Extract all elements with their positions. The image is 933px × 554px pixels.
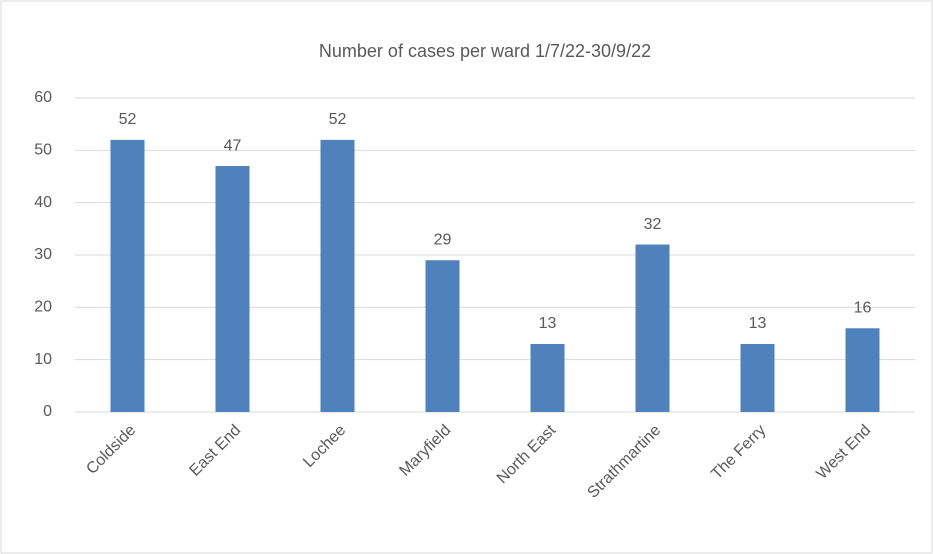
data-label: 47: [224, 137, 242, 154]
chart-title: Number of cases per ward 1/7/22-30/9/22: [319, 41, 651, 61]
bar: [845, 328, 880, 412]
y-tick-label: 30: [34, 246, 52, 263]
data-label: 13: [539, 315, 557, 332]
bar: [320, 139, 355, 412]
data-label: 52: [119, 111, 137, 128]
y-tick-label: 0: [43, 403, 52, 420]
y-tick-label: 40: [34, 194, 52, 211]
data-label: 32: [644, 216, 662, 233]
bar: [110, 139, 145, 412]
bar: [425, 260, 460, 412]
y-tick-label: 10: [34, 351, 52, 368]
data-label: 29: [434, 231, 452, 248]
data-label: 16: [854, 299, 872, 316]
y-tick-label: 60: [34, 89, 52, 106]
data-label: 52: [329, 111, 347, 128]
bar: [635, 244, 670, 412]
y-tick-label: 20: [34, 299, 52, 316]
data-label: 13: [749, 315, 767, 332]
bar: [530, 343, 565, 412]
bar: [740, 343, 775, 412]
y-tick-label: 50: [34, 142, 52, 159]
bar: [215, 166, 250, 412]
